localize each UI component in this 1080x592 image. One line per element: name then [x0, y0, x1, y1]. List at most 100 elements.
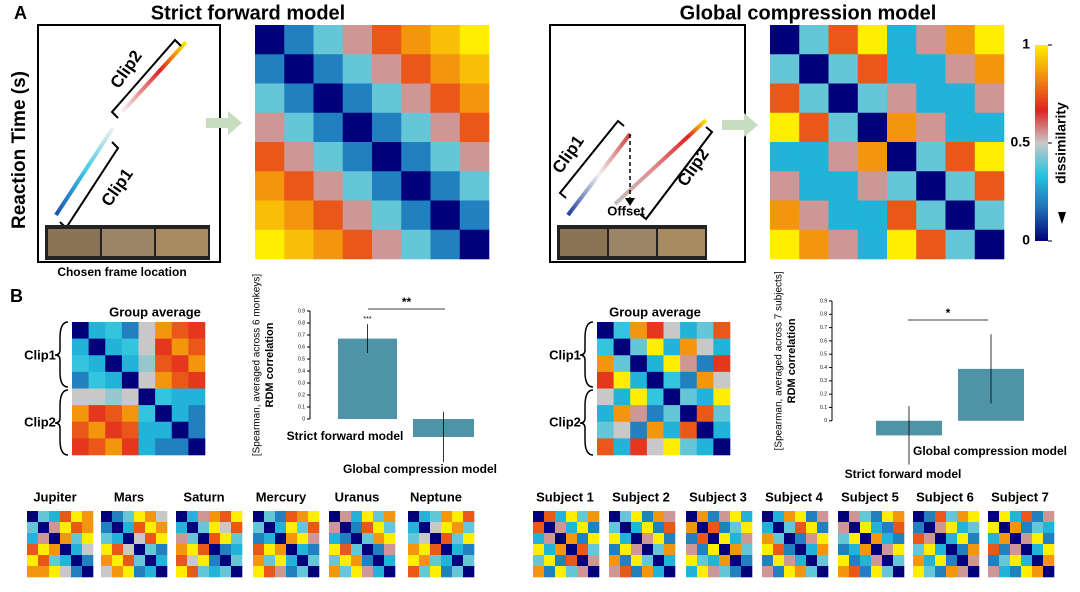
heatmap-cell: [275, 566, 287, 578]
clip-line: [120, 40, 188, 114]
heatmap-cell: [613, 405, 631, 423]
y-tick-label: 0.6: [820, 338, 827, 344]
heatmap-cell: [121, 388, 139, 406]
heatmap-cell: [145, 511, 157, 523]
heatmap-cell: [631, 511, 643, 523]
heatmap-cell: [342, 25, 373, 55]
heatmap-cell: [60, 522, 72, 534]
heatmap-cell: [286, 555, 298, 567]
heatmap-cell: [680, 421, 698, 439]
heatmap-cell: [342, 112, 373, 143]
y-tick-label: 0.1: [298, 404, 305, 410]
heatmap-cell: [988, 533, 1000, 545]
heatmap-cell: [680, 388, 698, 406]
heatmap-cell: [408, 544, 420, 556]
heatmap-cell: [806, 555, 818, 567]
heatmap-cell: [401, 142, 431, 172]
heatmap-cell: [893, 533, 905, 545]
heatmap-cell: [176, 533, 188, 545]
heatmap-cell: [719, 522, 731, 534]
heatmap-cell: [609, 522, 621, 534]
heatmap-cell: [860, 522, 872, 534]
category-label: Strict forward model: [845, 467, 962, 481]
heatmap-cell: [459, 229, 490, 260]
annotation: ***: [363, 316, 371, 323]
heatmap-cell: [817, 522, 829, 534]
heatmap-cell: [686, 533, 698, 545]
heatmap-cell: [459, 200, 490, 231]
heatmap: [686, 511, 753, 578]
clip-label: Clip1: [24, 347, 56, 362]
heatmap-cell: [577, 533, 589, 545]
heatmap-cell: [871, 533, 883, 545]
heatmap-cell: [871, 511, 883, 523]
heatmap-cell: [123, 511, 135, 523]
heatmap-cell: [441, 522, 453, 534]
heatmap-cell: [88, 421, 106, 439]
heatmap-cell: [1043, 533, 1055, 545]
heatmap-cell: [49, 522, 61, 534]
y-tick-label: 0.8: [298, 320, 305, 326]
heatmap-cell: [871, 566, 883, 578]
heatmap-cell: [609, 511, 621, 523]
heatmap-cell: [27, 544, 39, 556]
heatmap-cell: [220, 544, 232, 556]
heatmap-cell: [968, 511, 980, 523]
heatmap-cell: [620, 544, 632, 556]
heatmap-cell: [171, 421, 189, 439]
heatmap-cell: [893, 544, 905, 556]
heatmap-cell: [1032, 544, 1044, 556]
panel-label: A: [14, 3, 27, 23]
heatmap-cell: [372, 83, 402, 114]
heatmap-cell: [770, 25, 800, 55]
heatmap-cell: [988, 555, 1000, 567]
y-tick-label: 0.9: [298, 308, 305, 314]
heatmap-cell: [121, 421, 139, 439]
heatmap-cell: [730, 511, 742, 523]
heatmap-cell: [696, 438, 714, 456]
heatmap-cell: [188, 421, 206, 439]
category-label: Global compression model: [913, 444, 1067, 458]
heatmap-cell: [946, 555, 958, 567]
heatmap-cell: [198, 555, 210, 567]
heatmap-cell: [730, 522, 742, 534]
heatmap-cell: [123, 533, 135, 545]
y-tick-label: 0.4: [820, 365, 827, 371]
heatmap-cell: [49, 511, 61, 523]
heatmap-cell: [408, 566, 420, 578]
heatmap-cell: [253, 511, 265, 523]
heatmap-cell: [784, 511, 796, 523]
heatmap-cell: [362, 511, 374, 523]
heatmap-cell: [340, 511, 352, 523]
heatmap-cell: [264, 533, 276, 545]
heatmap-cell: [138, 388, 156, 406]
matrix-title: Group average: [109, 304, 201, 319]
heatmap-cell: [209, 511, 221, 523]
heatmap-cell: [134, 522, 146, 534]
heatmap-cell: [544, 555, 556, 567]
heatmap-cell: [882, 555, 894, 567]
heatmap-cell: [762, 555, 774, 567]
heatmap-cell: [741, 511, 753, 523]
heatmap-cell: [935, 555, 947, 567]
heatmap-cell: [275, 555, 287, 567]
heatmap-cell: [264, 511, 276, 523]
subject-name: Subject 4: [765, 489, 824, 504]
heatmap-cell: [209, 544, 221, 556]
heatmap-cell: [762, 522, 774, 534]
heatmap-cell: [946, 522, 958, 534]
heatmap-cell: [340, 544, 352, 556]
heatmap-cell: [974, 83, 1005, 114]
subject-name: Subject 5: [841, 489, 899, 504]
heatmap-cell: [441, 566, 453, 578]
heatmap-cell: [642, 544, 654, 556]
heatmap-cell: [664, 522, 676, 534]
heatmap-cell: [441, 555, 453, 567]
heatmap-cell: [231, 522, 243, 534]
heatmap-cell: [968, 566, 980, 578]
heatmap-cell: [696, 421, 714, 439]
heatmap-cell: [27, 522, 39, 534]
heatmap-cell: [1043, 544, 1055, 556]
heatmap-cell: [463, 566, 475, 578]
heatmap-cell: [566, 533, 578, 545]
